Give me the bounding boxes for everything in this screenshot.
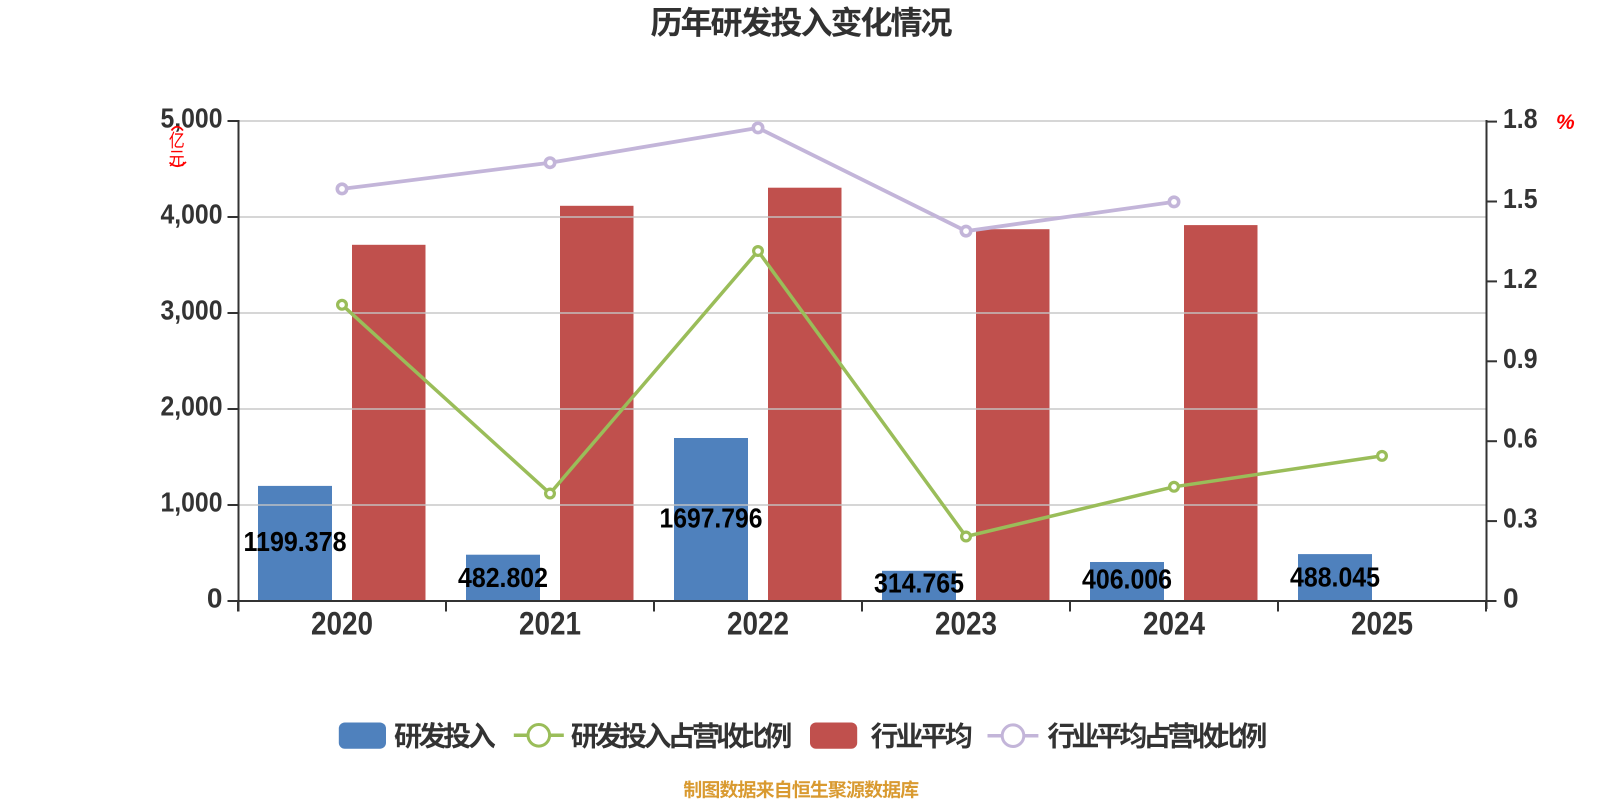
- svg-text:1697.796: 1697.796: [660, 503, 763, 534]
- svg-text:482.802: 482.802: [458, 562, 548, 593]
- svg-text:4,000: 4,000: [161, 199, 223, 230]
- svg-text:0: 0: [1503, 583, 1519, 614]
- svg-text:314.765: 314.765: [874, 568, 964, 599]
- svg-text:488.045: 488.045: [1290, 562, 1380, 593]
- svg-text:0.3: 0.3: [1503, 503, 1538, 534]
- svg-text:2022: 2022: [727, 606, 789, 642]
- svg-text:2020: 2020: [311, 606, 373, 642]
- svg-text:2021: 2021: [519, 606, 581, 642]
- svg-text:0.6: 0.6: [1503, 423, 1538, 454]
- svg-text:%: %: [1556, 111, 1575, 134]
- svg-text:1.2: 1.2: [1503, 263, 1538, 294]
- svg-text:2024: 2024: [1143, 606, 1205, 642]
- svg-text:0.9: 0.9: [1503, 343, 1538, 374]
- svg-text:5,000: 5,000: [161, 103, 223, 134]
- svg-text:0: 0: [207, 583, 223, 614]
- svg-text:3,000: 3,000: [161, 295, 223, 326]
- svg-text:406.006: 406.006: [1082, 564, 1172, 595]
- svg-text:1199.378: 1199.378: [244, 526, 347, 557]
- svg-text:2025: 2025: [1351, 606, 1413, 642]
- svg-text:1.5: 1.5: [1503, 183, 1538, 214]
- svg-text:2,000: 2,000: [161, 391, 223, 422]
- svg-text:1.8: 1.8: [1503, 103, 1538, 134]
- svg-text:2023: 2023: [935, 606, 997, 642]
- svg-text:1,000: 1,000: [161, 487, 223, 518]
